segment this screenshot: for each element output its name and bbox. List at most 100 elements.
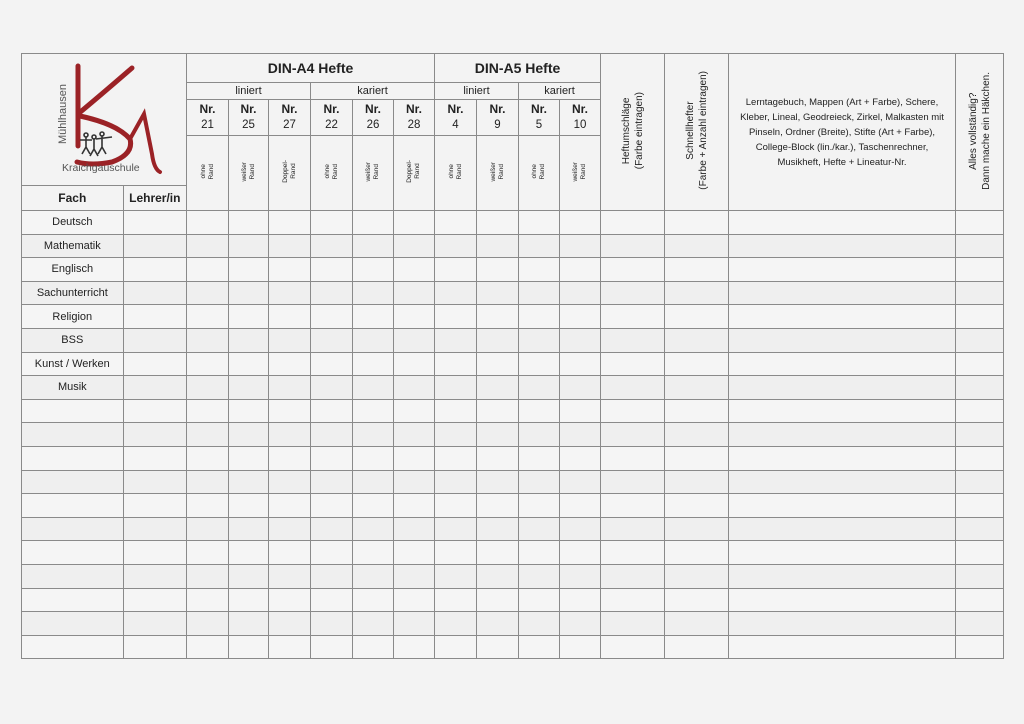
checklist-cell[interactable] xyxy=(434,210,477,235)
checklist-cell[interactable] xyxy=(955,634,1004,660)
checklist-cell[interactable] xyxy=(476,233,519,259)
checklist-cell[interactable] xyxy=(393,257,435,282)
checklist-cell[interactable] xyxy=(600,304,665,329)
checklist-cell[interactable] xyxy=(352,540,394,565)
checklist-cell[interactable] xyxy=(434,304,477,329)
checklist-cell[interactable] xyxy=(600,634,665,660)
teacher-cell[interactable] xyxy=(122,540,188,565)
checklist-cell[interactable] xyxy=(268,398,311,424)
checklist-cell[interactable] xyxy=(518,210,560,235)
checklist-cell[interactable] xyxy=(268,587,311,613)
checklist-cell[interactable] xyxy=(476,516,519,542)
checklist-cell[interactable] xyxy=(955,280,1004,306)
checklist-cell[interactable] xyxy=(393,587,435,613)
checklist-cell[interactable] xyxy=(228,469,269,495)
subject-cell[interactable]: Religion xyxy=(21,304,124,329)
checklist-cell[interactable] xyxy=(476,587,519,613)
checklist-cell[interactable] xyxy=(228,375,269,400)
subject-cell[interactable] xyxy=(21,587,124,613)
checklist-cell[interactable] xyxy=(476,634,519,660)
checklist-cell[interactable] xyxy=(268,611,311,636)
checklist-cell[interactable] xyxy=(310,351,353,377)
teacher-cell[interactable] xyxy=(122,516,188,542)
teacher-cell[interactable] xyxy=(122,280,188,306)
subject-cell[interactable]: Deutsch xyxy=(21,210,124,235)
checklist-cell[interactable] xyxy=(310,611,353,636)
checklist-cell[interactable] xyxy=(186,257,229,282)
checklist-cell[interactable] xyxy=(393,445,435,471)
checklist-cell[interactable] xyxy=(186,587,229,613)
checklist-cell[interactable] xyxy=(352,304,394,329)
checklist-cell[interactable] xyxy=(664,351,729,377)
teacher-cell[interactable] xyxy=(122,563,188,589)
checklist-cell[interactable] xyxy=(600,493,665,518)
checklist-cell[interactable] xyxy=(268,351,311,377)
checklist-cell[interactable] xyxy=(664,257,729,282)
checklist-cell[interactable] xyxy=(518,422,560,447)
teacher-cell[interactable] xyxy=(122,634,188,660)
checklist-cell[interactable] xyxy=(559,257,601,282)
checklist-cell[interactable] xyxy=(310,304,353,329)
checklist-cell[interactable] xyxy=(559,398,601,424)
checklist-cell[interactable] xyxy=(518,587,560,613)
checklist-cell[interactable] xyxy=(518,375,560,400)
checklist-cell[interactable] xyxy=(393,398,435,424)
checklist-cell[interactable] xyxy=(559,304,601,329)
checklist-cell[interactable] xyxy=(393,280,435,306)
checklist-cell[interactable] xyxy=(310,516,353,542)
checklist-cell[interactable] xyxy=(955,493,1004,518)
subject-cell[interactable]: Sachunterricht xyxy=(21,280,124,306)
checklist-cell[interactable] xyxy=(186,233,229,259)
checklist-cell[interactable] xyxy=(268,257,311,282)
checklist-cell[interactable] xyxy=(268,210,311,235)
checklist-cell[interactable] xyxy=(600,611,665,636)
checklist-cell[interactable] xyxy=(559,280,601,306)
checklist-cell[interactable] xyxy=(310,540,353,565)
checklist-cell[interactable] xyxy=(268,233,311,259)
checklist-cell[interactable] xyxy=(186,422,229,447)
checklist-cell[interactable] xyxy=(600,587,665,613)
checklist-cell[interactable] xyxy=(228,445,269,471)
checklist-cell[interactable] xyxy=(186,304,229,329)
checklist-cell[interactable] xyxy=(728,634,956,660)
checklist-cell[interactable] xyxy=(600,540,665,565)
checklist-cell[interactable] xyxy=(186,280,229,306)
checklist-cell[interactable] xyxy=(955,304,1004,329)
checklist-cell[interactable] xyxy=(186,634,229,660)
checklist-cell[interactable] xyxy=(352,233,394,259)
checklist-cell[interactable] xyxy=(664,587,729,613)
checklist-cell[interactable] xyxy=(600,351,665,377)
checklist-cell[interactable] xyxy=(955,375,1004,400)
checklist-cell[interactable] xyxy=(955,445,1004,471)
checklist-cell[interactable] xyxy=(728,375,956,400)
checklist-cell[interactable] xyxy=(310,587,353,613)
checklist-cell[interactable] xyxy=(664,493,729,518)
checklist-cell[interactable] xyxy=(434,634,477,660)
checklist-cell[interactable] xyxy=(310,210,353,235)
subject-cell[interactable] xyxy=(21,563,124,589)
checklist-cell[interactable] xyxy=(476,375,519,400)
checklist-cell[interactable] xyxy=(352,611,394,636)
checklist-cell[interactable] xyxy=(955,398,1004,424)
checklist-cell[interactable] xyxy=(434,327,477,353)
checklist-cell[interactable] xyxy=(434,398,477,424)
checklist-cell[interactable] xyxy=(434,375,477,400)
checklist-cell[interactable] xyxy=(518,398,560,424)
checklist-cell[interactable] xyxy=(559,351,601,377)
checklist-cell[interactable] xyxy=(559,210,601,235)
checklist-cell[interactable] xyxy=(664,445,729,471)
checklist-cell[interactable] xyxy=(559,469,601,495)
checklist-cell[interactable] xyxy=(228,304,269,329)
subject-cell[interactable] xyxy=(21,493,124,518)
checklist-cell[interactable] xyxy=(186,327,229,353)
checklist-cell[interactable] xyxy=(310,280,353,306)
checklist-cell[interactable] xyxy=(310,634,353,660)
checklist-cell[interactable] xyxy=(600,233,665,259)
checklist-cell[interactable] xyxy=(393,233,435,259)
checklist-cell[interactable] xyxy=(352,469,394,495)
checklist-cell[interactable] xyxy=(664,210,729,235)
checklist-cell[interactable] xyxy=(600,327,665,353)
checklist-cell[interactable] xyxy=(476,327,519,353)
checklist-cell[interactable] xyxy=(352,563,394,589)
checklist-cell[interactable] xyxy=(476,540,519,565)
